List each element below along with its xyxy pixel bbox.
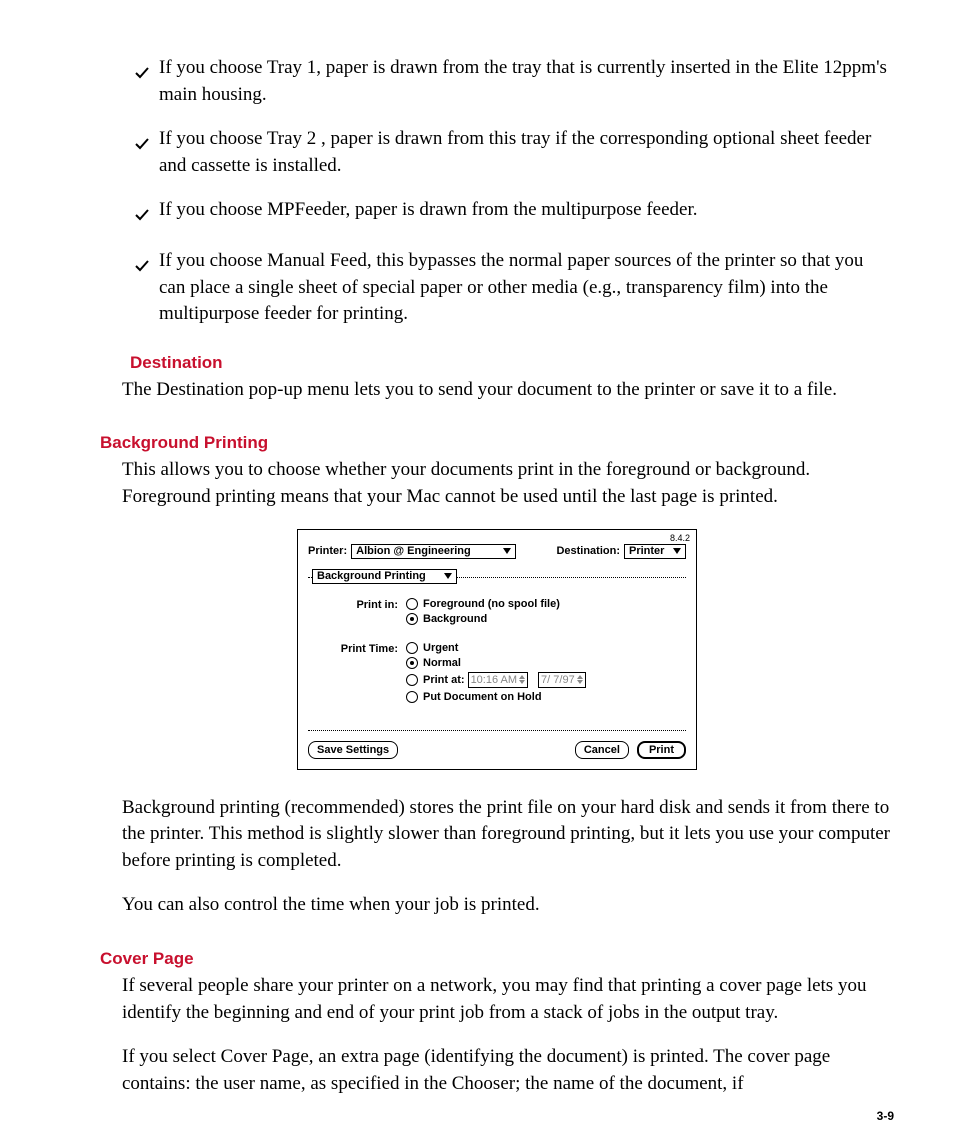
radio-label: Background bbox=[423, 613, 487, 625]
time-value: 10:16 AM bbox=[471, 674, 517, 686]
radio-label: Urgent bbox=[423, 642, 458, 654]
save-settings-button[interactable]: Save Settings bbox=[308, 741, 398, 759]
chevron-down-icon bbox=[444, 573, 452, 579]
destination-value: Printer bbox=[629, 545, 664, 557]
panel-dropdown[interactable]: Background Printing bbox=[312, 569, 457, 584]
radio-urgent[interactable]: Urgent bbox=[406, 642, 686, 654]
radio-label: Foreground (no spool file) bbox=[423, 598, 560, 610]
printer-value: Albion @ Engineering bbox=[356, 545, 471, 557]
date-value: 7/ 7/97 bbox=[541, 674, 575, 686]
radio-hold[interactable]: Put Document on Hold bbox=[406, 691, 686, 703]
dialog-header-row: Printer: Albion @ Engineering Destinatio… bbox=[298, 530, 696, 565]
chevron-down-icon bbox=[503, 548, 511, 554]
radio-icon bbox=[406, 691, 418, 703]
destination-label: Destination: bbox=[556, 545, 620, 557]
dialog-version: 8.4.2 bbox=[670, 533, 690, 543]
chevron-down-icon bbox=[673, 548, 681, 554]
list-item: If you choose MPFeeder, paper is drawn f… bbox=[135, 197, 894, 230]
panel-value: Background Printing bbox=[317, 570, 426, 582]
destination-dropdown[interactable]: Printer bbox=[624, 544, 686, 559]
document-page: If you choose Tray 1, paper is drawn fro… bbox=[0, 0, 954, 1145]
radio-icon bbox=[406, 674, 418, 686]
dialog-button-row: Save Settings Cancel Print bbox=[298, 741, 696, 759]
print-time-row: Print Time: Urgent Normal Print at: bbox=[308, 642, 686, 706]
print-dialog: 8.4.2 Printer: Albion @ Engineering Dest… bbox=[297, 529, 697, 770]
date-field[interactable]: 7/ 7/97 bbox=[538, 672, 586, 688]
paragraph: The Destination pop-up menu lets you to … bbox=[122, 377, 894, 404]
print-time-choices: Urgent Normal Print at: 10:16 AM bbox=[406, 642, 686, 706]
print-in-choices: Foreground (no spool file) Background bbox=[406, 598, 686, 628]
heading-destination: Destination bbox=[130, 353, 894, 373]
page-number: 3-9 bbox=[877, 1109, 894, 1123]
time-field[interactable]: 10:16 AM bbox=[468, 672, 528, 688]
separator bbox=[308, 730, 686, 731]
paragraph: This allows you to choose whether your d… bbox=[122, 457, 894, 510]
panel-tab-row: Background Printing bbox=[308, 569, 686, 584]
radio-foreground[interactable]: Foreground (no spool file) bbox=[406, 598, 686, 610]
list-item: If you choose Tray 1, paper is drawn fro… bbox=[135, 55, 894, 108]
spinner-icon bbox=[577, 675, 583, 684]
radio-print-at[interactable]: Print at: 10:16 AM 7/ 7/97 bbox=[406, 672, 686, 688]
checkmark-icon bbox=[135, 254, 149, 281]
checkmark-icon bbox=[135, 132, 149, 159]
radio-background[interactable]: Background bbox=[406, 613, 686, 625]
radio-label: Normal bbox=[423, 657, 461, 669]
checkmark-icon bbox=[135, 61, 149, 88]
radio-icon bbox=[406, 642, 418, 654]
heading-background-printing: Background Printing bbox=[100, 433, 894, 453]
list-item: If you choose Manual Feed, this bypasses… bbox=[135, 248, 894, 328]
paragraph: You can also control the time when your … bbox=[122, 892, 894, 919]
radio-icon bbox=[406, 598, 418, 610]
paragraph: If several people share your printer on … bbox=[122, 973, 894, 1026]
heading-cover-page: Cover Page bbox=[100, 949, 894, 969]
dialog-screenshot: 8.4.2 Printer: Albion @ Engineering Dest… bbox=[100, 529, 894, 770]
bullet-text: If you choose Manual Feed, this bypasses… bbox=[159, 248, 894, 328]
bullet-text: If you choose Tray 1, paper is drawn fro… bbox=[159, 55, 894, 108]
options-area: Print in: Foreground (no spool file) Bac… bbox=[298, 584, 696, 724]
print-button[interactable]: Print bbox=[637, 741, 686, 759]
bullet-list: If you choose Tray 1, paper is drawn fro… bbox=[135, 55, 894, 328]
list-item: If you choose Tray 2 , paper is drawn fr… bbox=[135, 126, 894, 179]
bullet-text: If you choose MPFeeder, paper is drawn f… bbox=[159, 197, 894, 224]
paragraph: Background printing (recommended) stores… bbox=[122, 795, 894, 875]
radio-label: Put Document on Hold bbox=[423, 691, 542, 703]
spinner-icon bbox=[519, 675, 525, 684]
radio-normal[interactable]: Normal bbox=[406, 657, 686, 669]
radio-icon bbox=[406, 657, 418, 669]
print-in-label: Print in: bbox=[308, 598, 406, 628]
printer-dropdown[interactable]: Albion @ Engineering bbox=[351, 544, 516, 559]
paragraph: If you select Cover Page, an extra page … bbox=[122, 1044, 894, 1097]
print-time-label: Print Time: bbox=[308, 642, 406, 706]
checkmark-icon bbox=[135, 203, 149, 230]
radio-label: Print at: bbox=[423, 674, 465, 686]
bullet-text: If you choose Tray 2 , paper is drawn fr… bbox=[159, 126, 894, 179]
cancel-button[interactable]: Cancel bbox=[575, 741, 629, 759]
print-in-row: Print in: Foreground (no spool file) Bac… bbox=[308, 598, 686, 628]
radio-icon bbox=[406, 613, 418, 625]
printer-label: Printer: bbox=[308, 545, 347, 557]
